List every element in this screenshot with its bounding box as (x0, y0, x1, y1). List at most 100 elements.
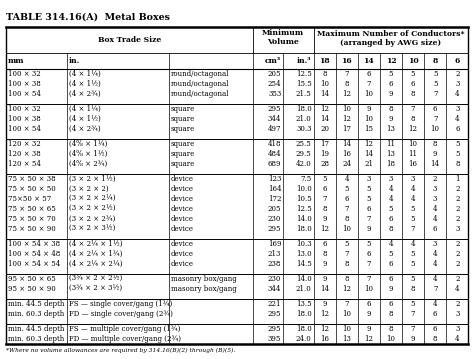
Text: 100 × 54: 100 × 54 (8, 125, 41, 133)
Text: 10: 10 (320, 80, 329, 88)
Text: 5: 5 (433, 70, 438, 78)
Text: 5: 5 (411, 300, 415, 308)
Text: 3: 3 (433, 240, 438, 248)
Text: 5: 5 (322, 174, 327, 183)
Text: 7: 7 (433, 115, 438, 123)
Text: (4 × 2¼ × 1½): (4 × 2¼ × 1½) (69, 240, 123, 248)
Text: 4: 4 (389, 240, 393, 248)
Text: 7: 7 (345, 70, 349, 78)
Text: min. 44.5 depth: min. 44.5 depth (8, 300, 64, 308)
Text: 2: 2 (455, 260, 459, 268)
Text: 21.5: 21.5 (296, 90, 311, 98)
Text: 8: 8 (389, 310, 393, 318)
Text: min. 60.3 depth: min. 60.3 depth (8, 310, 64, 318)
Text: 6: 6 (433, 104, 438, 113)
Text: 295: 295 (268, 325, 282, 333)
Text: 10: 10 (431, 125, 440, 133)
Text: 18.0: 18.0 (296, 325, 311, 333)
Text: square: square (171, 104, 195, 113)
Text: 497: 497 (268, 125, 282, 133)
Text: 9: 9 (366, 225, 371, 233)
Text: 7: 7 (366, 275, 371, 283)
Text: 18: 18 (319, 57, 330, 65)
Text: device: device (171, 225, 194, 233)
Text: 3: 3 (366, 174, 371, 183)
Text: device: device (171, 185, 194, 193)
Text: 12: 12 (386, 57, 396, 65)
Text: 6: 6 (433, 225, 438, 233)
Text: (4 × 1½): (4 × 1½) (69, 115, 101, 123)
Text: 13: 13 (386, 150, 395, 158)
Text: 30.3: 30.3 (296, 125, 311, 133)
Text: 3: 3 (455, 80, 459, 88)
Text: 16: 16 (342, 150, 351, 158)
Text: 15: 15 (365, 125, 374, 133)
Text: 6: 6 (389, 80, 393, 88)
Text: 7: 7 (411, 104, 415, 113)
Text: 75 × 50 × 90: 75 × 50 × 90 (8, 225, 56, 233)
Text: 12: 12 (409, 125, 418, 133)
Text: round/octagonal: round/octagonal (171, 80, 229, 88)
Text: 6: 6 (433, 310, 438, 318)
Text: 7: 7 (345, 250, 349, 258)
Text: 4: 4 (455, 90, 459, 98)
Text: 21.0: 21.0 (296, 115, 311, 123)
Text: 8: 8 (389, 225, 393, 233)
Text: 4: 4 (345, 174, 349, 183)
Text: FD — multiple cover/gang (2¾): FD — multiple cover/gang (2¾) (69, 335, 181, 343)
Text: 9: 9 (366, 104, 371, 113)
Text: 8: 8 (433, 335, 438, 343)
Text: 25.5: 25.5 (296, 140, 311, 148)
Text: 8: 8 (411, 115, 415, 123)
Text: 5: 5 (389, 70, 393, 78)
Text: (4 × 2¾): (4 × 2¾) (69, 90, 101, 98)
Text: 5: 5 (433, 80, 438, 88)
Text: 2: 2 (455, 70, 459, 78)
Text: 172: 172 (268, 195, 282, 203)
Text: 14: 14 (320, 90, 329, 98)
Text: 10: 10 (342, 225, 351, 233)
Text: 4: 4 (455, 335, 459, 343)
Text: (4 × 2¾): (4 × 2¾) (69, 125, 101, 133)
Text: 5: 5 (411, 215, 415, 223)
Text: mm: mm (8, 57, 25, 65)
Text: Maximum Number of Conductors*
(arranged by AWG size): Maximum Number of Conductors* (arranged … (317, 30, 465, 47)
Text: 5: 5 (366, 185, 371, 193)
Text: device: device (171, 260, 194, 268)
Text: 21: 21 (365, 160, 374, 168)
Text: 164: 164 (268, 185, 282, 193)
Text: 4: 4 (433, 275, 438, 283)
Text: 205: 205 (268, 205, 282, 213)
Text: 9: 9 (389, 285, 393, 293)
Text: 16: 16 (341, 57, 352, 65)
Text: 12: 12 (342, 285, 351, 293)
Text: 14: 14 (342, 140, 351, 148)
Text: 5: 5 (345, 240, 349, 248)
Text: 12: 12 (320, 325, 329, 333)
Text: 10: 10 (342, 104, 351, 113)
Text: 10: 10 (342, 310, 351, 318)
Text: 7: 7 (433, 90, 438, 98)
Text: 100 × 54 × 54: 100 × 54 × 54 (8, 260, 60, 268)
Text: TABLE 314.16(A)  Metal Boxes: TABLE 314.16(A) Metal Boxes (6, 13, 170, 22)
Text: 8: 8 (411, 90, 415, 98)
Text: 100 × 38: 100 × 38 (8, 80, 41, 88)
Text: 100 × 54: 100 × 54 (8, 90, 41, 98)
Text: 238: 238 (268, 260, 282, 268)
Text: 4: 4 (433, 260, 438, 268)
Text: 5: 5 (411, 205, 415, 213)
Text: 100 × 54 × 48: 100 × 54 × 48 (8, 250, 60, 258)
Text: 5: 5 (455, 140, 459, 148)
Text: 3: 3 (455, 225, 459, 233)
Text: 14: 14 (320, 115, 329, 123)
Text: 5: 5 (411, 275, 415, 283)
Text: 6: 6 (366, 300, 371, 308)
Text: FS — single cover/gang (1¾): FS — single cover/gang (1¾) (69, 300, 173, 308)
Text: 353: 353 (268, 90, 282, 98)
Text: 12: 12 (342, 115, 351, 123)
Text: 28: 28 (320, 160, 329, 168)
Text: in.³: in.³ (297, 57, 311, 65)
Text: (3¾ × 2 × 2½): (3¾ × 2 × 2½) (69, 275, 122, 283)
Text: 3: 3 (455, 325, 459, 333)
Text: 14.5: 14.5 (296, 260, 311, 268)
